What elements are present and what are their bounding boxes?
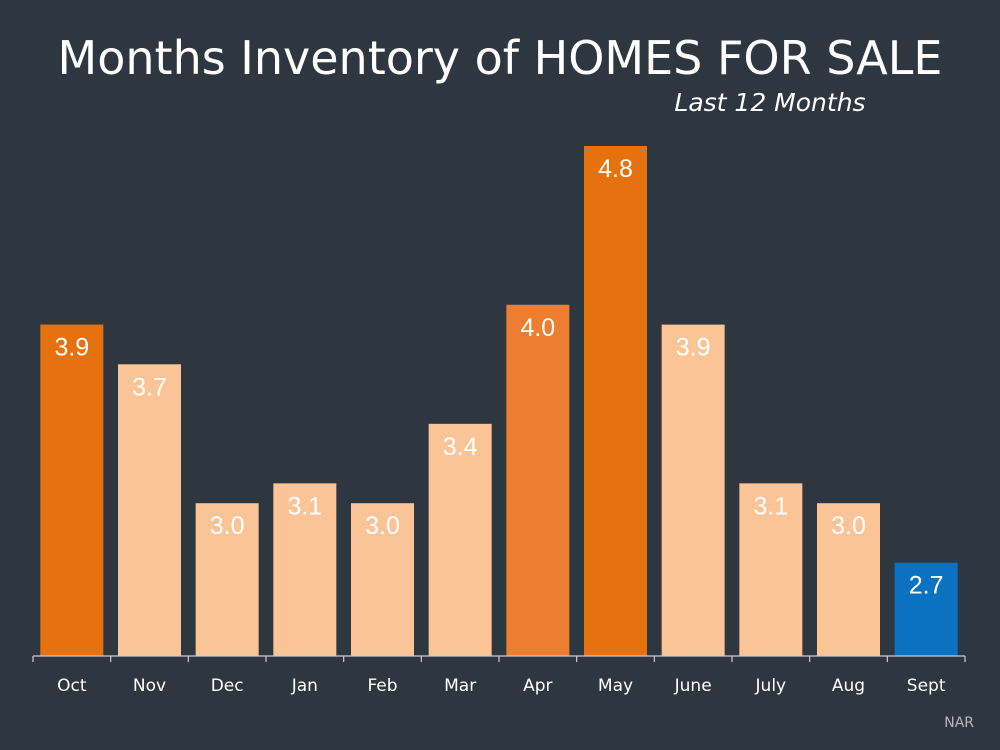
bar-july <box>739 483 803 656</box>
x-tick-label-apr: Apr <box>523 676 552 696</box>
x-tick-label-july: July <box>755 676 787 696</box>
bar-may <box>584 146 647 656</box>
x-tick-label-feb: Feb <box>367 676 397 696</box>
value-label-feb: 3.0 <box>365 512 400 540</box>
bar-nov <box>118 364 181 656</box>
bar-june <box>661 324 725 656</box>
value-label-aug: 3.0 <box>831 512 866 540</box>
chart-title: Months Inventory of HOMES FOR SALE <box>57 31 943 85</box>
x-tick-labels-group: Oct Nov Dec Jan Feb Mar Apr May June July Aug Sept <box>57 676 946 696</box>
bar-sept <box>894 562 958 656</box>
x-tick-label-aug: Aug <box>832 676 865 696</box>
value-label-jan: 3.1 <box>287 492 322 520</box>
bar-dec <box>195 503 259 656</box>
x-tick-label-may: May <box>598 676 633 696</box>
chart-subtitle: Last 12 Months <box>674 88 866 117</box>
x-tick-label-june: June <box>674 676 712 696</box>
x-axis-ticks <box>32 656 966 662</box>
x-tick-label-sept: Sept <box>907 676 946 696</box>
bar-oct <box>40 324 104 656</box>
source-label: NAR <box>944 715 974 731</box>
bars-group <box>40 146 958 656</box>
value-label-mar: 3.4 <box>443 433 478 461</box>
bar-feb <box>351 503 414 656</box>
x-tick-label-jan: Jan <box>291 676 318 696</box>
value-label-sept: 2.7 <box>909 572 944 600</box>
bar-aug <box>817 503 880 656</box>
bar-jan <box>273 483 337 656</box>
x-tick-label-dec: Dec <box>211 676 244 696</box>
bar-apr <box>506 304 570 656</box>
value-label-nov: 3.7 <box>132 373 167 401</box>
value-label-june: 3.9 <box>676 334 711 362</box>
bar-mar <box>428 423 492 656</box>
value-label-dec: 3.0 <box>210 512 245 540</box>
x-tick-label-mar: Mar <box>444 676 476 696</box>
value-label-may: 4.8 <box>598 155 633 183</box>
x-tick-label-nov: Nov <box>133 676 166 696</box>
x-tick-label-oct: Oct <box>57 676 87 696</box>
value-label-oct: 3.9 <box>54 334 89 362</box>
value-label-july: 3.1 <box>753 492 788 520</box>
value-labels-group: 3.9 3.7 3.0 3.1 3.0 3.4 4.0 4.8 3.9 3.1 3.0 2.7 <box>54 155 943 600</box>
value-label-apr: 4.0 <box>520 314 555 342</box>
